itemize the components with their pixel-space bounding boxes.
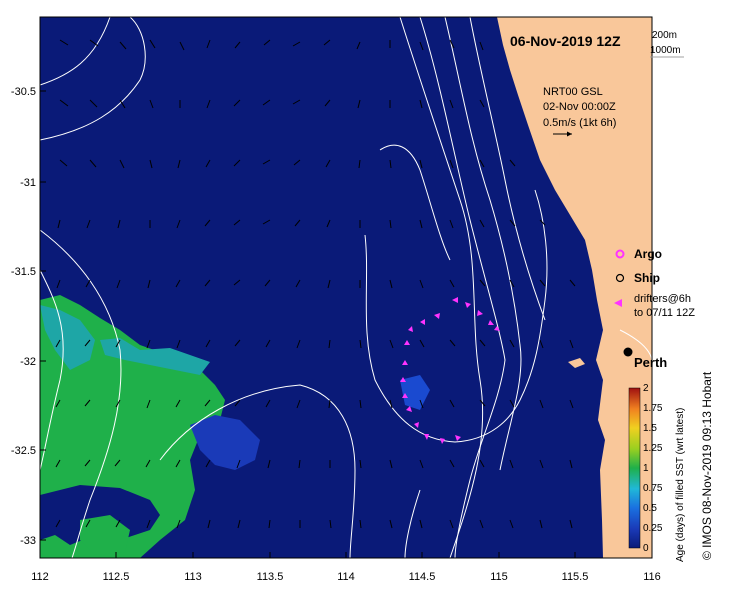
colorbar-tick: 1.75 bbox=[643, 403, 663, 414]
perth-label: Perth bbox=[634, 355, 667, 370]
depth-legend-1000m: 1000m bbox=[650, 45, 681, 56]
y-tick-label: -31 bbox=[20, 177, 36, 189]
ship-marker-icon bbox=[615, 273, 625, 283]
sst-contours bbox=[39, 16, 653, 559]
y-tick-label: -31.5 bbox=[11, 266, 36, 278]
y-tick-label: -32.5 bbox=[11, 445, 36, 457]
depth-legend-200m: 200m bbox=[652, 30, 677, 41]
current-scale: 0.5m/s (1kt 6h) bbox=[543, 117, 616, 129]
sst-age-region bbox=[40, 295, 260, 558]
current-date: 02-Nov 00:00Z bbox=[543, 101, 616, 113]
perth-marker-icon bbox=[623, 347, 633, 357]
x-tick-label: 114.5 bbox=[409, 571, 436, 583]
ship-label: Ship bbox=[634, 271, 660, 285]
land-mass bbox=[497, 17, 652, 558]
x-tick-label: 116 bbox=[643, 571, 661, 583]
drifters-label-1: drifters@6h bbox=[634, 293, 691, 305]
x-tick-label: 115 bbox=[490, 571, 508, 583]
y-tick-label: -30.5 bbox=[11, 86, 36, 98]
y-tick-label: -33 bbox=[20, 535, 36, 547]
x-tick-label: 112.5 bbox=[103, 571, 130, 583]
colorbar-tick: 0.5 bbox=[643, 503, 657, 514]
colorbar-tick: 0.25 bbox=[643, 523, 663, 534]
sst-patch bbox=[400, 375, 430, 410]
colorbar-tick: 2 bbox=[643, 383, 649, 394]
colorbar-tick: 1.25 bbox=[643, 443, 663, 454]
drifter-marker-icon bbox=[614, 299, 622, 307]
x-tick-label: 114 bbox=[337, 571, 355, 583]
map-title: 06-Nov-2019 12Z bbox=[510, 33, 621, 49]
x-tick-label: 112 bbox=[31, 571, 49, 583]
colorbar-tick: 1.5 bbox=[643, 423, 657, 434]
colorbar-label: Age (days) of filled SST (wrt latest) bbox=[675, 408, 686, 562]
axis-ticks bbox=[39, 90, 653, 558]
argo-label: Argo bbox=[634, 247, 662, 261]
copyright-credit: © IMOS 08-Nov-2019 09:13 Hobart bbox=[700, 371, 714, 560]
argo-marker-icon bbox=[615, 249, 625, 259]
current-vectors bbox=[55, 39, 576, 529]
current-source: NRT00 GSL bbox=[543, 86, 603, 98]
swan-river bbox=[568, 358, 585, 368]
x-tick-label: 113.5 bbox=[257, 571, 284, 583]
drifters-label-2: to 07/11 12Z bbox=[634, 307, 695, 319]
y-tick-label: -32 bbox=[20, 356, 36, 368]
colorbar-tick: 0.75 bbox=[643, 483, 663, 494]
x-tick-label: 113 bbox=[184, 571, 202, 583]
scale-arrow-icon bbox=[553, 131, 572, 137]
x-tick-label: 115.5 bbox=[562, 571, 589, 583]
colorbar-tick: 1 bbox=[643, 463, 649, 474]
drifter-track bbox=[400, 297, 500, 444]
colorbar bbox=[628, 387, 641, 549]
colorbar-tick: 0 bbox=[643, 543, 649, 554]
